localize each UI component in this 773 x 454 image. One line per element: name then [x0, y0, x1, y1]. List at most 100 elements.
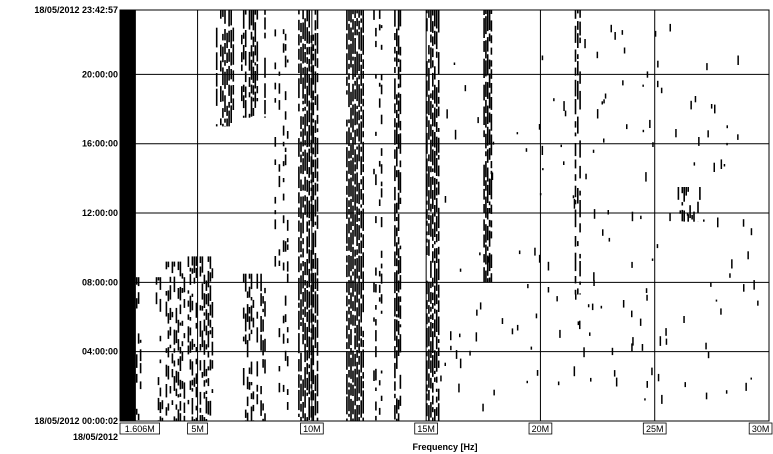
signal-streak — [312, 159, 315, 168]
signal-streak — [352, 400, 354, 415]
y-bottom-sub-label: 18/05/2012 — [73, 432, 118, 442]
signal-streak — [348, 200, 350, 207]
signal-streak — [490, 83, 493, 94]
signal-streak — [248, 316, 251, 330]
signal-streak — [175, 330, 178, 344]
signal-streak — [226, 118, 228, 127]
signal-streak — [169, 307, 172, 320]
noise-speck — [492, 141, 495, 145]
signal-streak — [302, 402, 304, 419]
signal-streak — [252, 97, 255, 102]
signal-streak — [310, 328, 313, 333]
signal-streak — [699, 187, 701, 200]
signal-streak — [179, 286, 182, 301]
signal-streak — [209, 330, 212, 335]
signal-streak — [157, 277, 160, 281]
signal-streak — [256, 311, 259, 319]
signal-streak — [312, 324, 315, 340]
signal-streak — [490, 220, 493, 228]
signal-streak — [490, 97, 493, 110]
signal-streak — [177, 339, 180, 351]
noise-speck — [710, 282, 712, 287]
signal-streak — [348, 370, 350, 378]
signal-streak — [250, 84, 253, 94]
noise-speck — [705, 342, 707, 350]
signal-streak — [397, 134, 400, 149]
signal-streak — [437, 246, 440, 255]
signal-streak — [286, 402, 289, 410]
x-tick: 5M — [187, 422, 208, 435]
signal-streak — [316, 319, 319, 338]
signal-streak — [316, 10, 319, 29]
signal-streak — [380, 181, 383, 187]
signal-streak — [310, 46, 313, 65]
signal-streak — [360, 400, 362, 418]
signal-streak — [354, 21, 356, 36]
signal-streak — [246, 304, 249, 322]
signal-streak — [308, 100, 310, 123]
signal-streak — [574, 209, 577, 228]
signal-streak — [203, 417, 206, 421]
signal-streak — [483, 10, 485, 15]
signal-streak — [677, 187, 680, 200]
signal-streak — [428, 239, 430, 256]
signal-streak — [284, 154, 287, 166]
signal-streak — [360, 88, 362, 104]
signal-streak — [486, 149, 489, 163]
signal-streak — [173, 261, 176, 267]
signal-streak — [179, 379, 182, 390]
signal-streak — [241, 34, 243, 45]
signal-streak — [302, 317, 304, 332]
signal-streak — [350, 398, 352, 421]
signal-streak — [241, 52, 243, 63]
signal-streak — [350, 275, 352, 288]
signal-streak — [346, 245, 348, 251]
signal-streak — [396, 122, 398, 144]
signal-streak — [356, 224, 358, 246]
signal-streak — [352, 370, 354, 383]
signal-streak — [396, 258, 398, 267]
noise-speck — [535, 313, 538, 319]
signal-streak — [264, 17, 266, 30]
noise-speck — [596, 51, 599, 59]
signal-streak — [485, 40, 487, 59]
signal-streak — [426, 350, 428, 357]
signal-streak — [360, 204, 362, 208]
signal-streak — [165, 348, 168, 353]
signal-streak — [399, 172, 402, 193]
signal-streak — [488, 147, 491, 160]
signal-streak — [222, 33, 224, 41]
signal-streak — [378, 160, 381, 167]
noise-speck — [613, 370, 616, 377]
signal-streak — [378, 24, 381, 31]
signal-streak — [396, 314, 398, 318]
signal-streak — [362, 83, 364, 96]
signal-streak — [207, 378, 210, 387]
signal-streak — [262, 319, 264, 332]
noise-speck — [750, 377, 752, 380]
signal-streak — [399, 74, 402, 88]
signal-streak — [373, 10, 375, 20]
signal-streak — [246, 412, 249, 421]
signal-streak — [308, 268, 310, 288]
signal-streak — [399, 245, 402, 250]
signal-streak — [300, 240, 302, 253]
signal-streak — [486, 184, 489, 203]
signal-streak — [316, 401, 319, 414]
signal-streak — [314, 272, 317, 289]
signal-streak — [432, 190, 434, 209]
noise-speck — [742, 219, 745, 227]
signal-streak — [298, 374, 300, 388]
signal-streak — [437, 316, 440, 336]
signal-streak — [252, 10, 255, 31]
signal-streak — [306, 363, 308, 375]
signal-streak — [165, 261, 168, 270]
signal-streak — [220, 118, 222, 126]
signal-streak — [486, 37, 489, 52]
signal-streak — [488, 230, 491, 247]
signal-streak — [215, 73, 218, 87]
signal-streak — [244, 409, 247, 418]
signal-streak — [304, 306, 306, 317]
signal-streak — [304, 204, 306, 215]
signal-streak — [486, 246, 489, 251]
